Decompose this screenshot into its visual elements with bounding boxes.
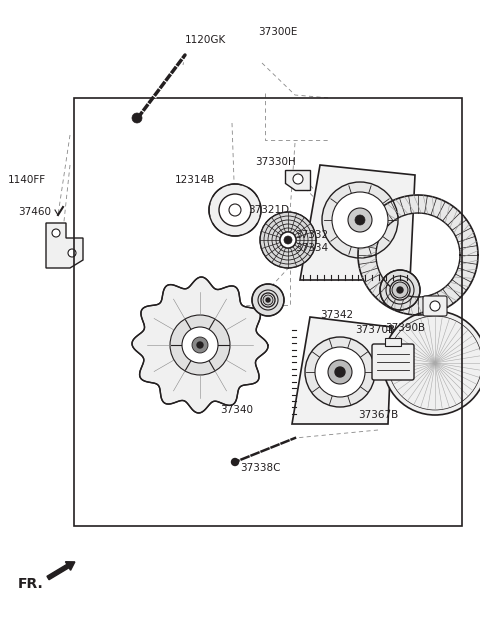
- Circle shape: [430, 301, 440, 311]
- Circle shape: [231, 459, 239, 466]
- Circle shape: [52, 229, 60, 237]
- Circle shape: [263, 295, 273, 305]
- Circle shape: [328, 360, 352, 384]
- Circle shape: [284, 236, 292, 244]
- Text: FR.: FR.: [18, 577, 44, 591]
- Circle shape: [219, 194, 251, 226]
- Circle shape: [280, 232, 296, 248]
- Text: 1140FF: 1140FF: [8, 175, 46, 185]
- Text: 1120GK: 1120GK: [185, 35, 226, 45]
- Polygon shape: [46, 223, 83, 268]
- Circle shape: [380, 270, 420, 310]
- Text: 37321D: 37321D: [248, 205, 289, 215]
- Polygon shape: [300, 165, 415, 280]
- Circle shape: [390, 280, 410, 300]
- Circle shape: [293, 174, 303, 184]
- Circle shape: [335, 367, 345, 377]
- Circle shape: [397, 287, 403, 293]
- Text: 37334: 37334: [295, 243, 328, 253]
- Text: 37367B: 37367B: [358, 410, 398, 420]
- Circle shape: [261, 293, 275, 307]
- Circle shape: [170, 315, 230, 375]
- Circle shape: [209, 184, 261, 236]
- Circle shape: [182, 327, 218, 363]
- Text: 37332: 37332: [295, 230, 328, 240]
- Text: 37342: 37342: [320, 310, 353, 320]
- Text: 37390B: 37390B: [385, 323, 425, 333]
- Circle shape: [229, 204, 241, 216]
- Circle shape: [392, 282, 408, 298]
- FancyArrow shape: [47, 562, 75, 580]
- Text: 37300E: 37300E: [258, 27, 298, 37]
- Circle shape: [280, 232, 296, 248]
- Circle shape: [197, 342, 203, 348]
- Circle shape: [332, 192, 388, 248]
- Text: 37330H: 37330H: [255, 157, 296, 167]
- Circle shape: [322, 182, 398, 258]
- Circle shape: [260, 212, 316, 268]
- Circle shape: [305, 337, 375, 407]
- Text: 37340: 37340: [220, 405, 253, 415]
- Circle shape: [348, 208, 372, 232]
- FancyBboxPatch shape: [423, 296, 447, 316]
- Text: 37338C: 37338C: [240, 463, 280, 473]
- Circle shape: [192, 337, 208, 353]
- Circle shape: [266, 298, 270, 302]
- Polygon shape: [285, 170, 310, 190]
- Polygon shape: [292, 317, 392, 424]
- Circle shape: [355, 215, 365, 225]
- FancyBboxPatch shape: [372, 344, 414, 380]
- Polygon shape: [132, 277, 268, 413]
- Circle shape: [252, 284, 284, 316]
- Text: 37460: 37460: [18, 207, 51, 217]
- Text: 37370B: 37370B: [355, 325, 395, 335]
- FancyBboxPatch shape: [385, 338, 401, 346]
- Circle shape: [383, 311, 480, 415]
- Polygon shape: [358, 195, 478, 315]
- Circle shape: [315, 347, 365, 397]
- Bar: [74, 98, 462, 526]
- Circle shape: [132, 113, 142, 123]
- Circle shape: [68, 249, 76, 257]
- Text: 12314B: 12314B: [175, 175, 215, 185]
